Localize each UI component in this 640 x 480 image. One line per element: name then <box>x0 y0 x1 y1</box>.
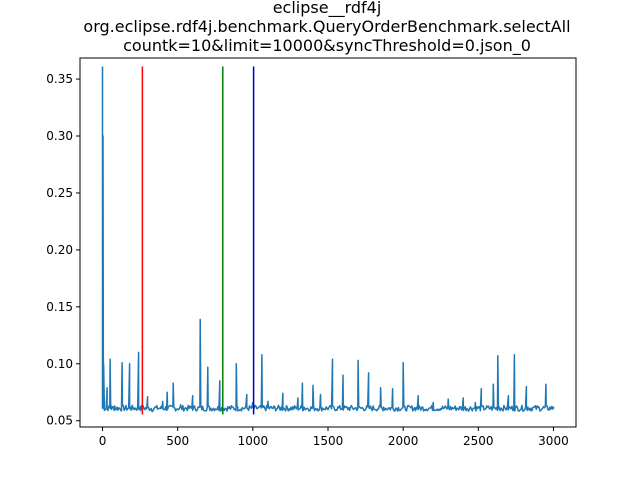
x-tick-label: 1500 <box>313 434 344 448</box>
y-tick-label: 0.30 <box>46 129 73 143</box>
x-tick-label: 500 <box>166 434 189 448</box>
chart-title-line-1: eclipse__rdf4j <box>273 0 382 18</box>
x-tick-label: 3000 <box>538 434 569 448</box>
series-line <box>101 66 555 413</box>
x-tick-label: 2000 <box>388 434 419 448</box>
plot-area <box>101 66 555 413</box>
marker-lines <box>141 66 255 415</box>
chart-title-line-3: countk=10&limit=10000&syncThreshold=0.js… <box>123 36 531 56</box>
x-tick-label: 1000 <box>238 434 269 448</box>
chart-title: eclipse__rdf4j org.eclipse.rdf4j.benchma… <box>83 0 570 56</box>
axes-frame <box>79 57 577 428</box>
x-axis: 0 500 1000 1500 2000 2500 3000 <box>99 427 569 448</box>
y-tick-label: 0.25 <box>46 186 73 200</box>
x-tick-label: 0 <box>99 434 107 448</box>
x-tick-label: 2500 <box>463 434 494 448</box>
y-axis: 0.05 0.10 0.15 0.20 0.25 0.30 0.35 <box>46 72 80 428</box>
y-tick-label: 0.20 <box>46 243 73 257</box>
chart-title-line-2: org.eclipse.rdf4j.benchmark.QueryOrderBe… <box>83 17 570 36</box>
y-tick-label: 0.05 <box>46 414 73 428</box>
y-tick-label: 0.35 <box>46 72 73 86</box>
y-tick-label: 0.10 <box>46 357 73 371</box>
y-tick-label: 0.15 <box>46 300 73 314</box>
